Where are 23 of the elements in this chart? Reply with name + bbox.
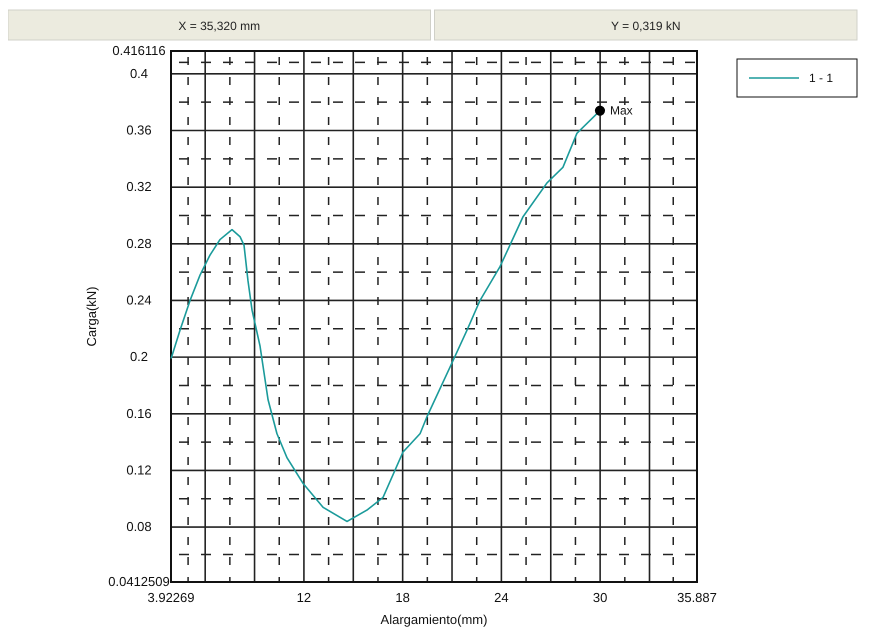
annotation: Max xyxy=(610,104,633,118)
legend-label: 1 - 1 xyxy=(809,71,834,85)
y-tick-label: 0.08 xyxy=(126,519,152,534)
y-tick-label: 0.32 xyxy=(126,179,152,194)
y-tick-label: 0.2 xyxy=(130,349,148,364)
x-tick-label: 24 xyxy=(494,590,509,605)
x-tick-label: 12 xyxy=(296,590,312,605)
text: X = 35,320 mm xyxy=(178,19,260,33)
y-tick-label: 0.12 xyxy=(126,462,152,478)
x-tick-label: 18 xyxy=(395,590,410,605)
y-tick-label: 0.416116 xyxy=(112,43,166,58)
y-tick-label: 0.28 xyxy=(126,236,152,251)
y-tick-label: 0.24 xyxy=(126,292,152,308)
y-tick-label: 0.36 xyxy=(126,122,152,138)
y-tick-label: 0.4 xyxy=(130,66,148,81)
y-tick-label: 0.0412509 xyxy=(108,574,170,589)
x-tick-label: 3.92269 xyxy=(148,590,194,605)
x-tick-label: 35.887 xyxy=(677,590,717,605)
x-tick-label: 30 xyxy=(592,590,608,605)
y-axis-title: Carga(kN) xyxy=(84,286,99,346)
text: Y = 0,319 kN xyxy=(611,19,680,33)
x-axis-title: Alargamiento(mm) xyxy=(380,612,488,627)
y-tick-label: 0.16 xyxy=(126,406,152,421)
